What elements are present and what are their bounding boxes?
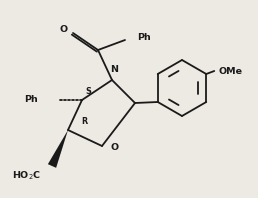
Text: Ph: Ph [137, 33, 151, 43]
Text: S: S [85, 88, 91, 96]
Text: R: R [81, 117, 87, 127]
Text: $_2$C: $_2$C [28, 170, 41, 182]
Text: OMe: OMe [218, 67, 242, 75]
Text: N: N [110, 66, 118, 74]
Text: O: O [60, 26, 68, 34]
Text: O: O [111, 144, 119, 152]
Polygon shape [48, 130, 68, 168]
Text: HO: HO [12, 171, 28, 181]
Text: Ph: Ph [24, 95, 38, 105]
